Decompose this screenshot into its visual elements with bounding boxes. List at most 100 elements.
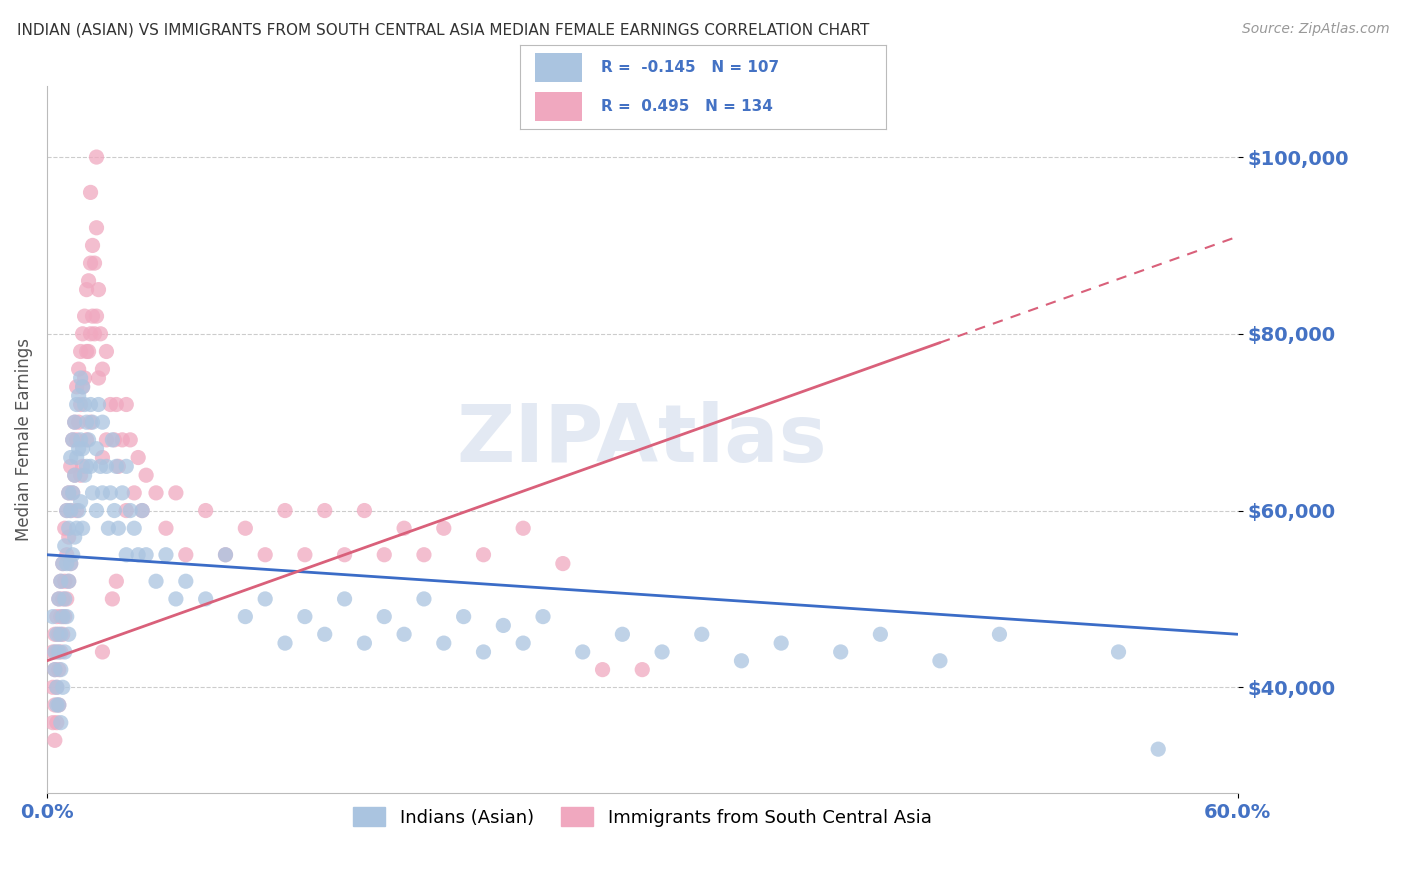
Point — [373, 609, 395, 624]
Point — [76, 459, 98, 474]
Point — [115, 459, 138, 474]
Point — [42, 645, 65, 659]
Point — [79, 186, 101, 200]
Point — [869, 627, 891, 641]
Point — [103, 433, 125, 447]
Point — [45, 681, 67, 695]
Point — [233, 609, 256, 624]
Point — [58, 486, 80, 500]
Point — [91, 362, 114, 376]
Point — [100, 486, 122, 500]
Point — [165, 486, 187, 500]
Point — [233, 521, 256, 535]
Point — [62, 486, 84, 500]
Point — [115, 503, 138, 517]
Point — [76, 433, 98, 447]
Point — [512, 636, 534, 650]
Point — [72, 459, 94, 474]
Point — [333, 548, 356, 562]
Point — [49, 645, 72, 659]
Point — [120, 433, 142, 447]
Point — [72, 380, 94, 394]
Point — [58, 627, 80, 641]
Point — [86, 309, 108, 323]
Point — [42, 715, 65, 730]
Point — [53, 609, 76, 624]
Point — [66, 521, 89, 535]
Point — [55, 591, 77, 606]
Point — [101, 591, 124, 606]
Point — [122, 486, 145, 500]
Point — [77, 274, 100, 288]
Point — [66, 433, 89, 447]
Point — [551, 557, 574, 571]
Point — [730, 654, 752, 668]
Point — [55, 503, 77, 517]
Point — [91, 486, 114, 500]
Point — [67, 362, 90, 376]
Point — [87, 371, 110, 385]
Point — [73, 468, 96, 483]
Point — [413, 548, 436, 562]
Point — [55, 503, 77, 517]
Point — [45, 609, 67, 624]
Point — [77, 344, 100, 359]
Point — [89, 459, 111, 474]
Point — [174, 574, 197, 589]
Point — [105, 459, 128, 474]
Point — [58, 521, 80, 535]
Point — [433, 521, 456, 535]
Point — [45, 627, 67, 641]
Point — [62, 486, 84, 500]
Point — [101, 433, 124, 447]
Point — [145, 574, 167, 589]
Point — [214, 548, 236, 562]
Point — [52, 681, 75, 695]
Bar — [534, 92, 582, 120]
Point — [100, 397, 122, 411]
Point — [69, 494, 91, 508]
Point — [294, 609, 316, 624]
Point — [45, 645, 67, 659]
Point — [103, 503, 125, 517]
Point — [115, 548, 138, 562]
Point — [174, 548, 197, 562]
Point — [91, 645, 114, 659]
Point — [89, 326, 111, 341]
Point — [67, 442, 90, 456]
Point — [42, 681, 65, 695]
Point — [42, 609, 65, 624]
Point — [929, 654, 952, 668]
Point — [79, 256, 101, 270]
Point — [66, 380, 89, 394]
Point — [49, 574, 72, 589]
Point — [58, 574, 80, 589]
Point — [82, 415, 104, 429]
Point — [770, 636, 793, 650]
Point — [87, 283, 110, 297]
Point — [48, 591, 70, 606]
Point — [72, 326, 94, 341]
Point — [194, 503, 217, 517]
Point — [214, 548, 236, 562]
Text: ZIPAtlas: ZIPAtlas — [457, 401, 828, 479]
Point — [62, 433, 84, 447]
Point — [107, 521, 129, 535]
Point — [96, 433, 118, 447]
Point — [44, 627, 66, 641]
Point — [69, 344, 91, 359]
Point — [48, 698, 70, 712]
Point — [413, 591, 436, 606]
Point — [59, 459, 82, 474]
Point — [988, 627, 1011, 641]
Point — [59, 503, 82, 517]
Point — [62, 548, 84, 562]
Point — [82, 238, 104, 252]
Point — [122, 521, 145, 535]
Point — [472, 645, 495, 659]
Point — [48, 591, 70, 606]
Point — [274, 503, 297, 517]
Point — [492, 618, 515, 632]
Point — [76, 415, 98, 429]
Point — [69, 397, 91, 411]
